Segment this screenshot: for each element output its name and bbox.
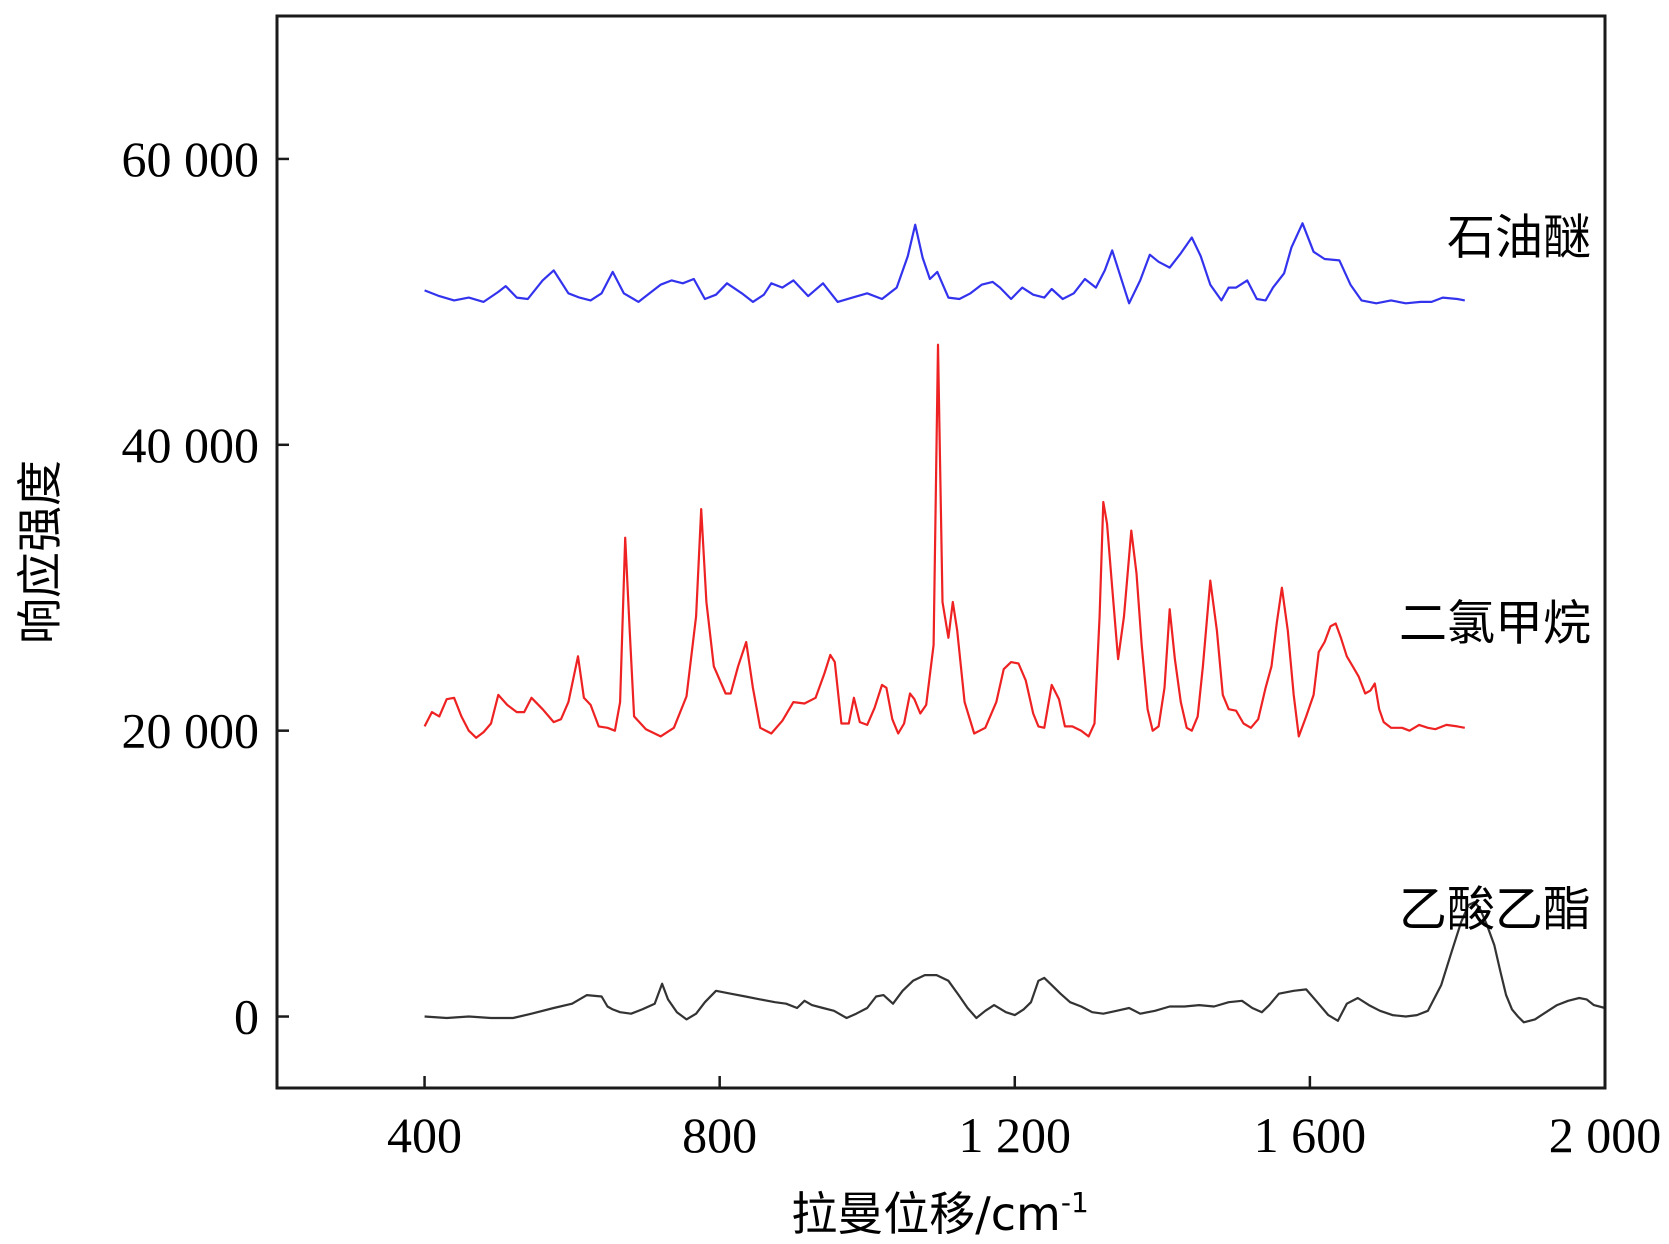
x-axis-title-superscript: -1 xyxy=(1061,1186,1089,1219)
y-axis-title: 响应强度 xyxy=(13,460,67,644)
x-tick-label: 400 xyxy=(387,1107,462,1163)
x-tick-label: 1 600 xyxy=(1254,1107,1367,1163)
y-tick-label: 60 000 xyxy=(122,131,260,187)
series-label-1: 二氯甲烷 xyxy=(1399,595,1591,651)
x-axis: 400 800 1 200 1 600 2 000 xyxy=(387,1076,1661,1163)
y-tick-label: 0 xyxy=(234,989,259,1045)
y-tick-label: 20 000 xyxy=(122,703,260,759)
series-label-0: 石油醚 xyxy=(1447,210,1591,266)
x-tick-label: 800 xyxy=(682,1107,757,1163)
series-line-1 xyxy=(423,343,1466,739)
x-axis-title-text: 拉曼位移/cm xyxy=(791,1187,1061,1241)
series-line-0 xyxy=(424,222,1466,305)
series-label-2: 乙酸乙酯 xyxy=(1399,881,1591,937)
series-line-2 xyxy=(424,901,1606,1024)
y-axis: 0 20 000 40 000 60 000 xyxy=(122,131,289,1045)
plot-frame xyxy=(275,14,1607,1090)
series-layer xyxy=(423,222,1606,1024)
y-tick-label: 40 000 xyxy=(122,417,260,473)
x-tick-label: 2 000 xyxy=(1549,1107,1662,1163)
x-tick-label: 1 200 xyxy=(959,1107,1072,1163)
x-axis-title: 拉曼位移/cm-1 xyxy=(791,1186,1089,1241)
